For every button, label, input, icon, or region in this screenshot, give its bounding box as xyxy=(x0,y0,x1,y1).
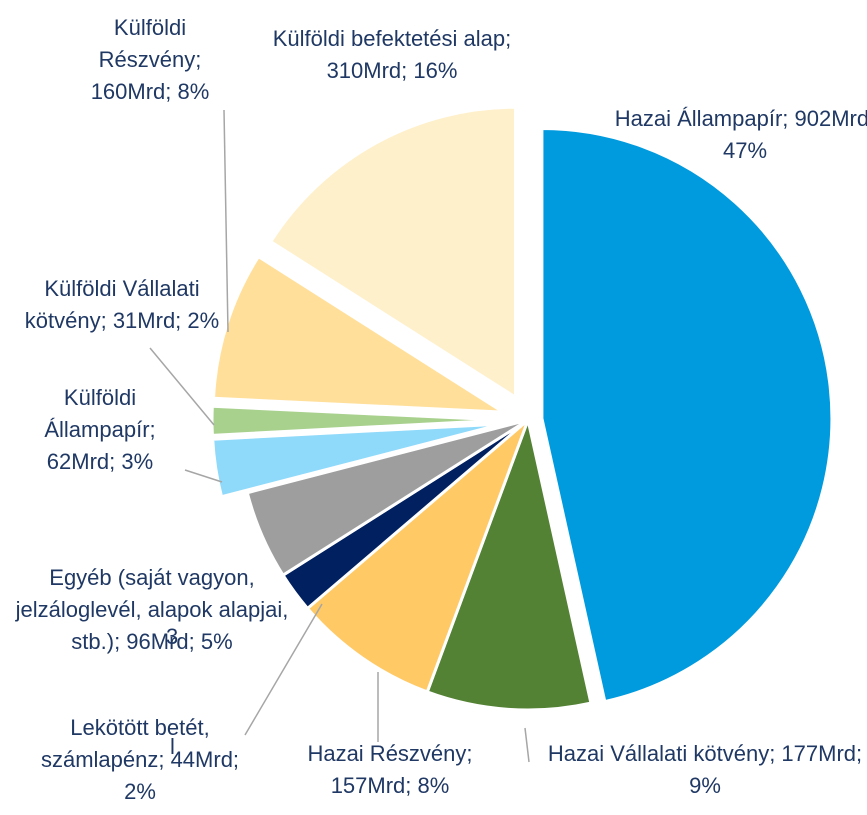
pie-slice xyxy=(211,422,503,499)
annotation: l xyxy=(170,734,175,759)
leader-line xyxy=(149,347,215,426)
pie-slice xyxy=(211,254,509,414)
leader-line xyxy=(223,109,229,333)
data-label: Külföldi Vállalati kötvény; 31Mrd; 2% xyxy=(24,276,220,333)
data-label: Hazai Állampapír; 902Mrd; 47% xyxy=(614,106,867,163)
pie-slice xyxy=(245,418,529,578)
leader-line xyxy=(524,727,530,763)
data-label: Hazai Vállalati kötvény; 177Mrd; 9% xyxy=(547,741,863,798)
leader-lines xyxy=(149,109,530,763)
data-label: Egyéb (saját vagyon, jelzáloglevél, alap… xyxy=(15,565,289,654)
pie-slice xyxy=(540,126,834,704)
leader-line xyxy=(244,603,323,736)
data-label: Hazai Részvény; 157Mrd; 8% xyxy=(307,741,473,798)
data-label: Külföldi befektetési alap; 310Mrd; 16% xyxy=(272,26,512,83)
data-label: Külföldi Állampapír; 62Mrd; 3% xyxy=(44,385,156,474)
leader-line xyxy=(184,469,223,483)
pie-slice xyxy=(305,415,532,694)
pie-slice xyxy=(210,404,503,437)
annotation: 3 xyxy=(166,624,179,649)
data-label: Külföldi Részvény; 160Mrd; 8% xyxy=(90,15,210,104)
data-label: Lekötött betét, számlapénz; 44Mrd; 2% xyxy=(40,715,240,804)
pie-slice xyxy=(425,414,593,712)
pie-slice xyxy=(268,105,517,400)
